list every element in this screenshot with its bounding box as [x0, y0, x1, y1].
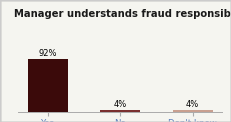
Text: 4%: 4% — [113, 100, 127, 109]
Text: 92%: 92% — [38, 49, 57, 58]
Text: Manager understands fraud responsibilities?: Manager understands fraud responsibiliti… — [14, 9, 231, 19]
Bar — [28, 59, 68, 112]
Bar — [100, 110, 140, 112]
Text: 4%: 4% — [186, 100, 199, 109]
Bar — [173, 110, 213, 112]
